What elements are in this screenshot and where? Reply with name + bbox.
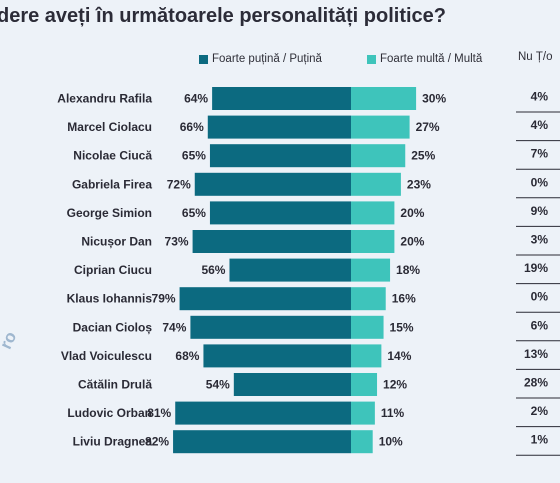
category-label: Nicușor Dan [81, 235, 152, 249]
bar-negative [209, 144, 351, 168]
bar-negative [175, 401, 351, 425]
data-label-negative: 73% [165, 235, 189, 249]
data-label-negative: 56% [201, 263, 225, 277]
data-label-dont-know: 4% [531, 118, 549, 132]
data-label-dont-know: 6% [531, 318, 549, 332]
data-label-negative: 81% [147, 406, 171, 420]
data-label-dont-know: 3% [531, 233, 549, 247]
data-label-negative: 79% [152, 292, 176, 306]
bar-positive [351, 287, 386, 311]
data-label-positive: 10% [379, 435, 403, 449]
data-label-positive: 11% [381, 406, 405, 420]
data-label-positive: 15% [390, 320, 414, 334]
data-label-dont-know: 1% [531, 433, 549, 447]
bar-negative [192, 230, 351, 253]
data-label-positive: 16% [392, 292, 416, 306]
data-label-positive: 12% [383, 378, 407, 392]
bar-negative [203, 344, 351, 368]
data-label-positive: 30% [422, 92, 446, 106]
data-label-negative: 65% [182, 149, 206, 163]
data-label-negative: 54% [206, 378, 230, 392]
bar-positive [351, 430, 373, 454]
data-label-dont-know: 7% [531, 147, 549, 161]
category-label: Nicolae Ciucă [73, 149, 152, 163]
legend-label-positive: Foarte multă / Multă [380, 53, 483, 65]
legend-item-negative: Foarte puțină / Puțină [199, 51, 322, 67]
data-label-negative: 74% [162, 320, 186, 334]
bar-positive [351, 115, 410, 139]
bar-positive [351, 258, 391, 282]
data-label-dont-know: 0% [531, 175, 549, 189]
data-label-positive: 18% [396, 263, 420, 277]
data-label-dont-know: 13% [524, 347, 548, 361]
data-label-positive: 27% [416, 120, 440, 134]
category-label: Cătălin Drulă [78, 378, 152, 392]
data-label-positive: 23% [407, 177, 431, 191]
category-label: Klaus Iohannis [67, 292, 153, 306]
bar-positive [351, 172, 401, 196]
category-label: Gabriela Firea [72, 177, 152, 191]
category-label: Dacian Cioloș [73, 320, 153, 334]
bar-positive [351, 401, 375, 425]
category-label: Vlad Voiculescu [61, 349, 152, 363]
category-label: Liviu Dragnea [73, 435, 153, 449]
data-label-positive: 14% [387, 349, 411, 363]
data-label-negative: 72% [167, 177, 191, 191]
data-label-dont-know: 2% [531, 404, 549, 418]
data-label-dont-know: 9% [531, 204, 549, 218]
data-label-positive: 25% [411, 149, 435, 163]
bar-negative [212, 87, 351, 110]
data-label-dont-know: 28% [524, 376, 548, 390]
data-label-negative: 82% [145, 435, 169, 449]
legend-swatch-negative [199, 54, 208, 64]
data-label-dont-know: 0% [531, 290, 549, 304]
category-label: George Simion [67, 206, 152, 220]
bar-negative [179, 287, 351, 311]
chart-title: dere aveți în următoarele personalități … [0, 5, 447, 27]
legend-swatch-positive [367, 54, 376, 64]
bar-positive [351, 373, 378, 396]
legend-label-negative: Foarte puțină / Puțină [212, 53, 322, 65]
bar-negative [190, 315, 351, 339]
bar-positive [351, 315, 384, 339]
bar-negative [229, 258, 351, 282]
bar-positive [351, 230, 395, 253]
data-label-negative: 65% [182, 206, 206, 220]
data-label-positive: 20% [400, 206, 424, 220]
bar-negative [194, 172, 351, 196]
data-label-negative: 68% [175, 349, 199, 363]
data-label-negative: 64% [184, 92, 208, 106]
bar-negative [233, 373, 351, 396]
category-label: Ciprian Ciucu [74, 263, 152, 277]
data-label-negative: 66% [180, 120, 204, 134]
bar-negative [209, 201, 351, 225]
category-label: Ludovic Orban [67, 406, 152, 420]
legend-item-positive: Foarte multă / Multă [367, 51, 482, 67]
bar-positive [351, 344, 382, 368]
bar-positive [351, 87, 417, 110]
bar-negative [173, 430, 351, 454]
data-label-positive: 20% [400, 235, 424, 249]
data-label-dont-know: 4% [531, 90, 549, 104]
column-header-dont-know: Nu Ț/o [518, 51, 553, 63]
bar-positive [351, 201, 395, 225]
category-label: Alexandru Rafila [57, 92, 152, 106]
data-label-dont-know: 19% [524, 261, 548, 275]
category-label: Marcel Ciolacu [67, 120, 152, 134]
bar-negative [207, 115, 351, 139]
bar-positive [351, 144, 406, 168]
